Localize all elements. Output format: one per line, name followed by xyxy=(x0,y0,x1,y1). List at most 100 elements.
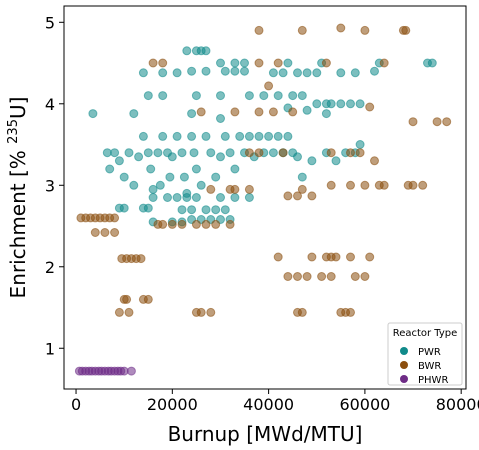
point-pwr-88 xyxy=(220,66,230,76)
point-pwr-47 xyxy=(297,172,307,182)
point-bwr-87 xyxy=(297,25,307,35)
point-bwr-78 xyxy=(158,58,168,68)
point-bwr-80 xyxy=(254,148,264,158)
point-pwr-66 xyxy=(148,193,158,202)
point-bwr-88 xyxy=(336,23,346,33)
y-axis: 1 2 3 4 5 xyxy=(45,13,64,358)
point-bwr-54 xyxy=(230,184,240,194)
point-pwr-6 xyxy=(124,148,134,158)
point-phwr-15 xyxy=(126,366,136,376)
point-pwr-107 xyxy=(143,91,153,101)
point-bwr-35 xyxy=(350,272,360,281)
legend-label-bwr: BWR xyxy=(418,361,441,372)
point-bwr-93 xyxy=(365,102,375,112)
point-pwr-71 xyxy=(216,193,225,202)
point-pwr-94 xyxy=(302,68,312,78)
point-pwr-77 xyxy=(211,205,221,215)
point-pwr-70 xyxy=(191,193,201,202)
point-bwr-79 xyxy=(244,148,254,158)
point-pwr-86 xyxy=(187,66,197,76)
point-pwr-87 xyxy=(201,66,211,76)
plot-area xyxy=(63,5,467,390)
legend-title: Reactor Type xyxy=(393,328,458,339)
legend-marker-bwr xyxy=(400,361,408,369)
point-pwr-68 xyxy=(172,193,182,202)
point-bwr-38 xyxy=(307,252,317,262)
point-pwr-0 xyxy=(88,109,98,119)
point-pwr-78 xyxy=(220,205,230,215)
plot-frame xyxy=(63,5,467,390)
point-pwr-73 xyxy=(244,193,254,202)
point-pwr-118 xyxy=(326,99,336,109)
point-bwr-75 xyxy=(321,58,331,68)
point-bwr-37 xyxy=(273,252,283,262)
point-pwr-95 xyxy=(312,68,322,78)
point-pwr-90 xyxy=(240,66,249,76)
x-axis-title: Burnup [MWd/MTU] xyxy=(168,422,363,446)
legend-marker-phwr xyxy=(400,375,408,383)
legend-label-pwr: PWR xyxy=(418,347,441,358)
point-bwr-57 xyxy=(326,180,336,190)
point-pwr-10 xyxy=(143,148,153,158)
point-pwr-125 xyxy=(129,109,139,119)
point-pwr-113 xyxy=(273,91,283,101)
point-bwr-77 xyxy=(148,58,158,68)
point-pwr-23 xyxy=(187,131,197,141)
point-pwr-121 xyxy=(355,99,365,109)
point-bwr-34 xyxy=(326,272,336,281)
point-pwr-3 xyxy=(110,148,120,158)
point-pwr-111 xyxy=(244,91,254,101)
point-pwr-26 xyxy=(196,180,206,190)
point-pwr-92 xyxy=(278,68,288,78)
point-bwr-9 xyxy=(100,228,110,237)
y-tick-label: 3 xyxy=(45,176,55,195)
y-tick-label: 2 xyxy=(45,258,55,277)
point-pwr-11 xyxy=(146,164,156,174)
point-pwr-24 xyxy=(189,148,199,158)
point-pwr-112 xyxy=(259,91,269,101)
point-pwr-115 xyxy=(297,91,307,101)
point-pwr-123 xyxy=(302,105,312,115)
point-pwr-19 xyxy=(172,131,182,141)
point-bwr-51 xyxy=(225,219,235,229)
point-bwr-26 xyxy=(297,307,307,317)
x-tick-label: 40000 xyxy=(243,395,294,414)
point-pwr-41 xyxy=(268,148,278,158)
point-bwr-95 xyxy=(432,117,442,127)
legend-label-phwr: PHWR xyxy=(418,375,448,386)
point-pwr-114 xyxy=(288,91,298,101)
point-bwr-89 xyxy=(360,25,370,35)
point-bwr-65 xyxy=(196,107,206,117)
point-bwr-30 xyxy=(283,272,293,281)
point-bwr-82 xyxy=(326,148,336,158)
point-bwr-83 xyxy=(346,148,355,158)
point-pwr-12 xyxy=(148,184,158,194)
point-bwr-72 xyxy=(307,191,317,201)
point-bwr-46 xyxy=(167,219,177,229)
point-bwr-24 xyxy=(206,307,216,317)
point-pwr-13 xyxy=(153,148,163,158)
x-axis: 0 20000 40000 60000 80000 xyxy=(71,389,479,414)
point-pwr-2 xyxy=(105,164,115,174)
point-pwr-27 xyxy=(201,131,211,141)
point-pwr-75 xyxy=(187,205,197,215)
x-tick-label: 0 xyxy=(71,395,81,414)
points-layer xyxy=(74,23,452,376)
x-tick-label: 20000 xyxy=(147,395,198,414)
point-pwr-102 xyxy=(283,58,293,68)
point-pwr-89 xyxy=(230,66,240,76)
point-pwr-69 xyxy=(182,193,192,202)
point-pwr-50 xyxy=(331,156,341,166)
point-pwr-120 xyxy=(346,99,355,109)
point-pwr-124 xyxy=(321,109,331,119)
point-bwr-94 xyxy=(408,117,418,127)
point-bwr-8 xyxy=(90,228,100,237)
point-pwr-46 xyxy=(293,152,302,162)
point-pwr-57 xyxy=(143,203,153,213)
y-axis-title: Enrichment [% 235U] xyxy=(6,97,30,299)
point-pwr-25 xyxy=(191,164,201,174)
point-pwr-40 xyxy=(264,131,274,141)
point-pwr-85 xyxy=(172,68,182,78)
point-bwr-85 xyxy=(370,156,379,166)
